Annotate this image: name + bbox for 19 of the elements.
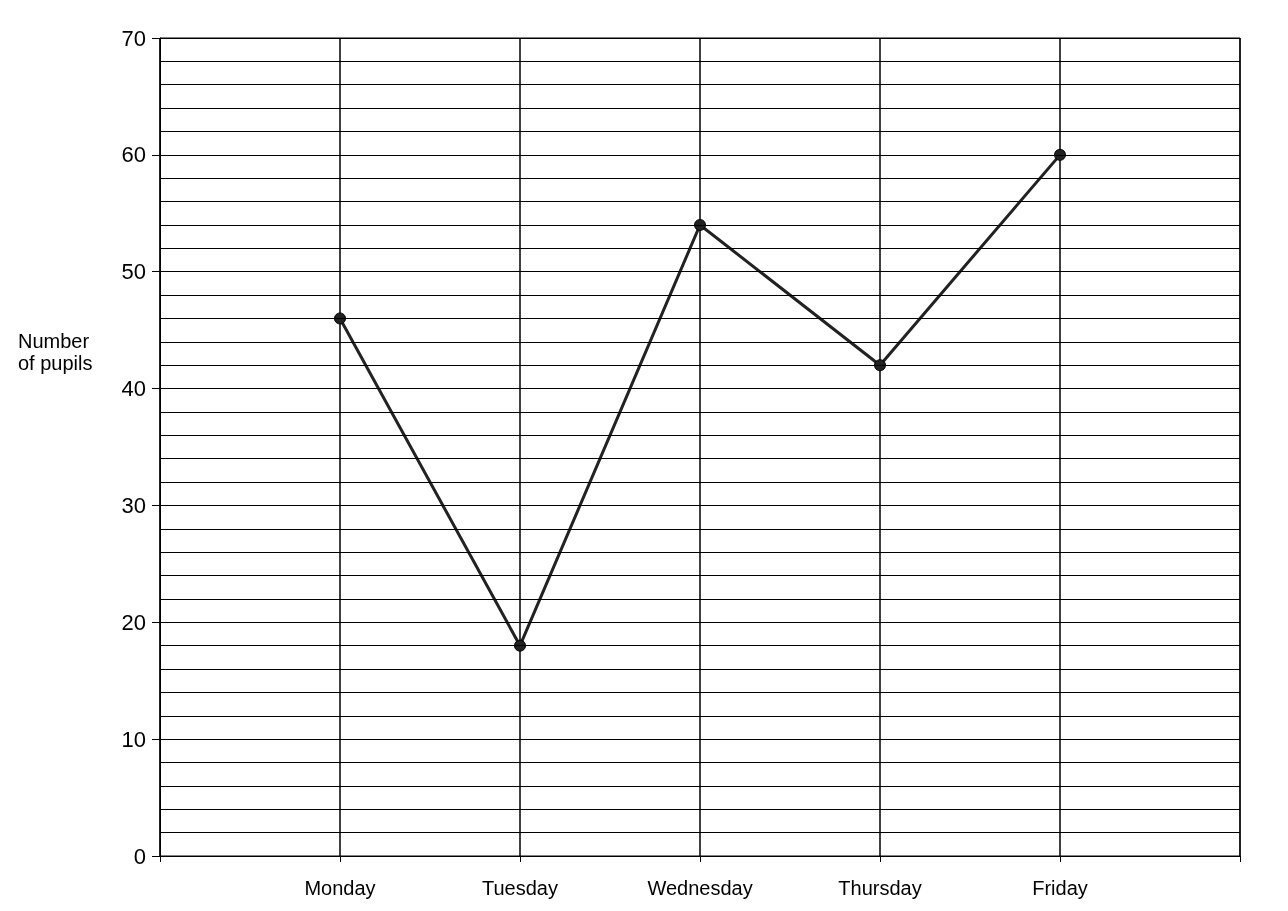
x-tick-label: Friday — [1032, 877, 1088, 899]
y-tick-label: 10 — [121, 726, 146, 752]
y-tick-label: 30 — [121, 492, 146, 518]
y-tick-label: 50 — [121, 259, 146, 285]
x-tick-label: Wednesday — [647, 877, 753, 899]
x-tick-label: Monday — [304, 877, 376, 899]
y-tick-label: 70 — [121, 25, 146, 51]
y-tick-label: 40 — [121, 376, 146, 402]
point — [874, 359, 886, 372]
y-tick-label: 60 — [121, 142, 146, 168]
y-axis-title: Number of pupils — [18, 330, 95, 374]
point — [1054, 148, 1066, 161]
x-tick-label: Thursday — [838, 877, 922, 899]
point — [694, 218, 706, 231]
x-tick-label: Tuesday — [482, 877, 558, 899]
point — [514, 639, 526, 652]
point — [334, 312, 346, 325]
y-tick-label: 0 — [133, 843, 146, 869]
y-tick-label: 20 — [121, 609, 146, 635]
